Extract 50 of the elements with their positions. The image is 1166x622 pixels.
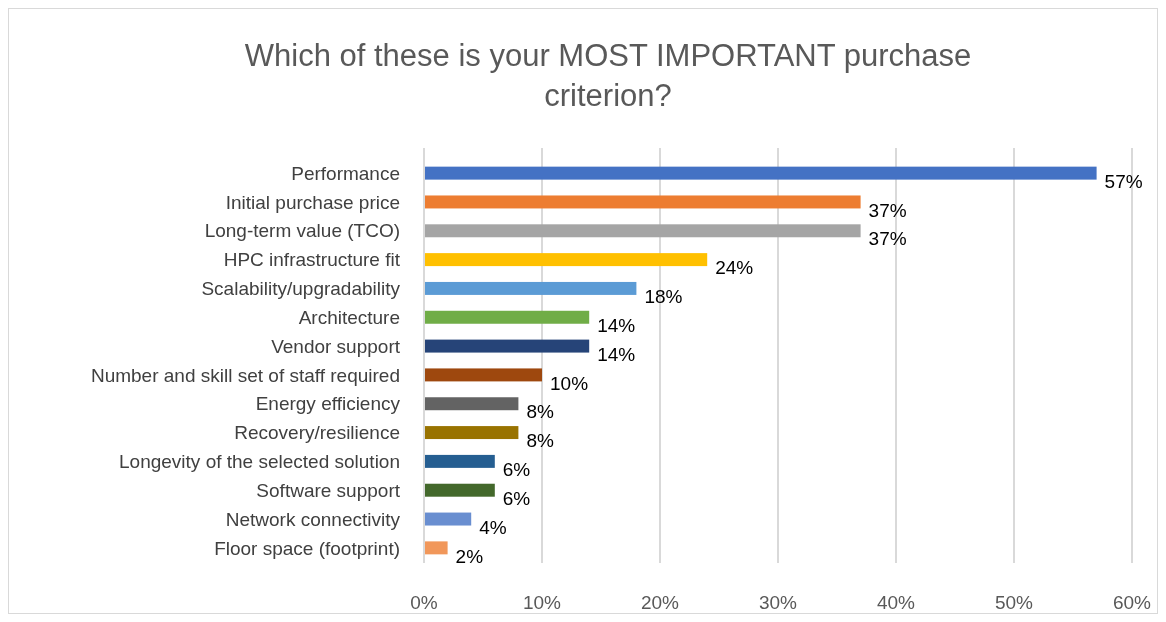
bar	[424, 541, 448, 555]
bar	[424, 224, 861, 238]
y-tick-label: Network connectivity	[225, 508, 401, 530]
x-tick-label: 40%	[876, 592, 916, 613]
data-label: 14%	[597, 343, 636, 365]
bar	[424, 512, 472, 526]
y-tick-label: Longevity of the selected solution	[119, 451, 400, 473]
y-tick-label: Floor space (footprint)	[214, 537, 400, 559]
y-tick-label: HPC infrastructure fit	[223, 249, 401, 271]
x-tick-label: 50%	[994, 592, 1034, 613]
x-tick-label: 10%	[522, 592, 562, 613]
bar	[424, 483, 495, 497]
data-label: 24%	[715, 257, 754, 279]
data-label: 8%	[526, 401, 554, 423]
data-label: 37%	[868, 199, 907, 221]
bar	[424, 310, 590, 324]
data-label: 14%	[597, 314, 636, 336]
bar	[424, 195, 861, 209]
x-tick-label: 60%	[1112, 592, 1152, 613]
y-tick-label: Initial purchase price	[225, 191, 400, 213]
bar	[424, 426, 519, 440]
data-label: 6%	[502, 459, 531, 481]
bar	[424, 281, 637, 295]
bar	[424, 339, 590, 353]
data-label: 2%	[455, 545, 484, 567]
y-tick-label: Architecture	[298, 306, 400, 328]
bar	[424, 166, 1097, 180]
y-tick-label: Number and skill set of staff required	[90, 364, 400, 386]
bar	[424, 397, 519, 411]
y-tick-label: Software support	[256, 479, 401, 501]
bar	[424, 454, 495, 468]
y-tick-label: Recovery/resilience	[234, 422, 400, 444]
x-tick-label: 30%	[758, 592, 798, 613]
y-tick-label: Energy efficiency	[255, 393, 401, 415]
y-tick-label: Vendor support	[271, 335, 401, 357]
data-label: 4%	[479, 516, 507, 538]
bar	[424, 253, 708, 267]
data-label: 18%	[644, 286, 683, 308]
x-tick-label: 20%	[640, 592, 680, 613]
data-label: 6%	[502, 487, 531, 509]
data-label: 37%	[868, 228, 907, 250]
y-tick-label: Long-term value (TCO)	[204, 220, 400, 242]
chart-title: Which of these is your MOST IMPORTANT purchase criterion?	[244, 38, 972, 113]
y-tick-label: Performance	[291, 162, 400, 184]
data-label: 8%	[526, 430, 554, 452]
data-label: 10%	[550, 372, 589, 394]
data-label: 57%	[1104, 170, 1143, 192]
x-tick-label: 0%	[410, 592, 438, 613]
y-tick-label: Scalability/upgradability	[201, 278, 401, 300]
bar	[424, 368, 542, 382]
